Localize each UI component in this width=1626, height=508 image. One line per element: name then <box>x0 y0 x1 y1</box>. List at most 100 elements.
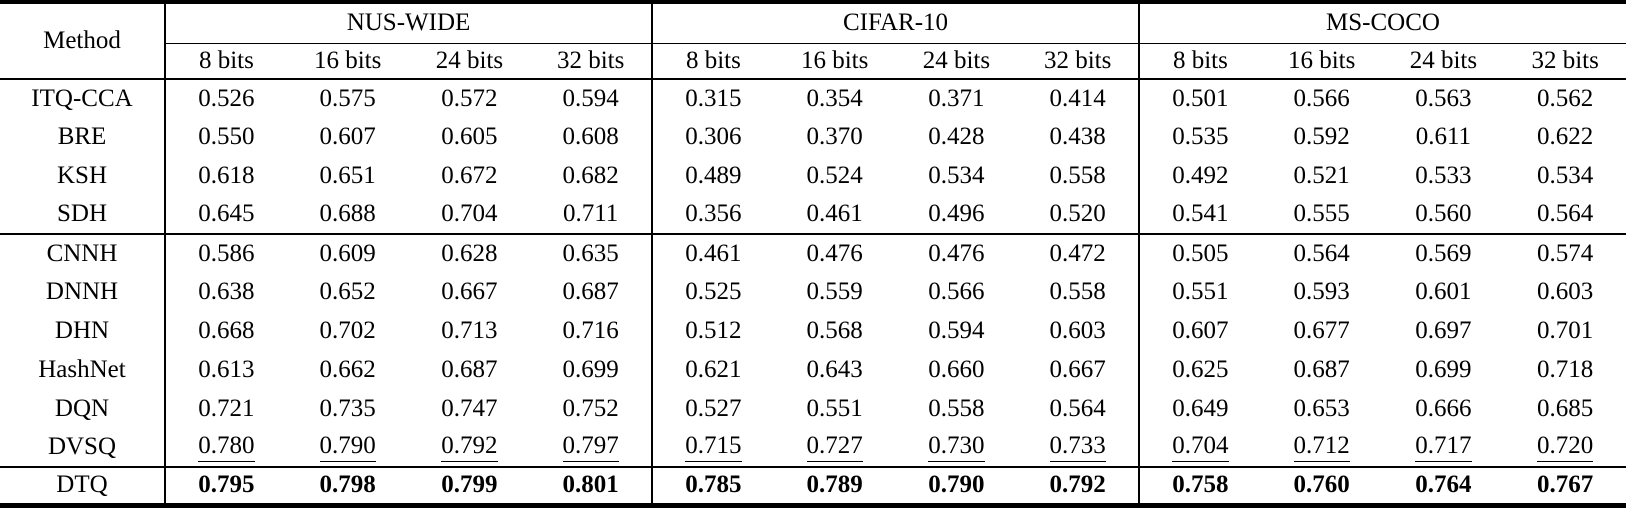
table-row: KSH 0.618 0.651 0.672 0.682 0.489 0.524 0.534 0.… <box>0 156 1626 196</box>
value-cell: 0.558 <box>1017 156 1140 196</box>
value-text: 0.574 <box>1537 239 1594 267</box>
value-text: 0.635 <box>562 239 619 267</box>
table-header: Method NUS-WIDE CIFAR-10 MS-COCO 8 bits … <box>0 2 1626 80</box>
value-cell: 0.764 <box>1382 465 1505 506</box>
value-text: 0.550 <box>198 123 255 151</box>
bits-header: 32 bits <box>530 43 653 80</box>
value-text: 0.607 <box>319 123 376 151</box>
table-row: CNNH 0.586 0.609 0.628 0.635 0.461 0.476 0.476 0… <box>0 233 1626 273</box>
value-text: 0.649 <box>1172 394 1229 422</box>
value-text: 0.688 <box>319 200 376 228</box>
value-cell: 0.534 <box>1504 157 1626 196</box>
value-text: 0.568 <box>806 316 863 344</box>
value-cell: 0.559 <box>774 273 896 312</box>
bits-header: 32 bits <box>1017 43 1140 80</box>
value-text: 0.306 <box>685 123 742 151</box>
value-text: 0.682 <box>562 161 619 189</box>
value-cell: 0.489 <box>652 157 774 196</box>
value-cell: 0.638 <box>165 273 287 312</box>
table-row: DQN 0.721 0.735 0.747 0.752 0.527 0.551 0.558 0.… <box>0 389 1626 428</box>
value-cell: 0.534 <box>896 157 1018 196</box>
value-cell: 0.472 <box>1017 233 1140 273</box>
bits-header: 16 bits <box>1260 43 1383 80</box>
value-text: 0.603 <box>1049 316 1106 344</box>
value-cell: 0.533 <box>1383 157 1505 196</box>
value-text: 0.533 <box>1415 161 1472 189</box>
value-cell: 0.643 <box>774 350 896 389</box>
value-cell: 0.687 <box>1261 350 1383 389</box>
value-cell: 0.524 <box>774 157 896 196</box>
value-cell: 0.593 <box>1261 273 1383 312</box>
value-cell: 0.527 <box>652 389 774 428</box>
value-text: 0.760 <box>1293 471 1350 499</box>
value-text: 0.558 <box>1049 161 1106 189</box>
value-text: 0.505 <box>1172 239 1229 267</box>
value-text: 0.668 <box>198 316 255 344</box>
value-text: 0.699 <box>1415 355 1472 383</box>
value-text: 0.638 <box>198 278 255 306</box>
value-text: 0.560 <box>1415 200 1472 228</box>
value-cell: 0.564 <box>1260 233 1383 273</box>
value-text: 0.733 <box>1049 432 1106 462</box>
value-cell: 0.733 <box>1017 427 1140 467</box>
value-cell: 0.795 <box>165 465 287 506</box>
value-text: 0.720 <box>1537 432 1594 462</box>
value-cell: 0.712 <box>1261 428 1383 467</box>
value-cell: 0.371 <box>896 79 1018 118</box>
value-text: 0.758 <box>1172 471 1229 499</box>
method-cell: KSH <box>0 156 166 196</box>
value-cell: 0.730 <box>896 428 1018 467</box>
value-text: 0.792 <box>1049 471 1106 499</box>
value-text: 0.558 <box>1049 278 1106 306</box>
value-cell: 0.476 <box>895 233 1018 273</box>
value-cell: 0.603 <box>1017 311 1140 351</box>
value-cell: 0.718 <box>1504 350 1626 389</box>
value-cell: 0.628 <box>408 233 531 273</box>
value-text: 0.608 <box>562 123 619 151</box>
value-text: 0.525 <box>685 278 742 306</box>
value-cell: 0.535 <box>1139 118 1261 157</box>
value-text: 0.428 <box>928 123 985 151</box>
value-cell: 0.618 <box>165 157 287 196</box>
value-cell: 0.558 <box>1017 272 1140 312</box>
table-row: DHN 0.668 0.702 0.713 0.716 0.512 0.568 0.594 0.… <box>0 311 1626 351</box>
value-cell: 0.621 <box>652 350 774 389</box>
value-text: 0.780 <box>198 432 255 462</box>
value-cell: 0.521 <box>1261 157 1383 196</box>
method-cell: CNNH <box>0 233 166 273</box>
value-text: 0.702 <box>319 316 376 344</box>
method-cell: HashNet <box>0 350 166 390</box>
value-cell: 0.697 <box>1383 312 1505 351</box>
value-cell: 0.370 <box>774 118 896 157</box>
dataset-header-row: Method NUS-WIDE CIFAR-10 MS-COCO <box>0 2 1626 80</box>
value-text: 0.645 <box>198 200 255 228</box>
value-cell: 0.798 <box>286 465 409 506</box>
value-cell: 0.717 <box>1383 428 1505 467</box>
value-cell: 0.611 <box>1383 118 1505 157</box>
value-text: 0.534 <box>928 161 985 189</box>
value-cell: 0.605 <box>409 118 531 157</box>
value-text: 0.792 <box>441 432 498 462</box>
value-cell: 0.622 <box>1504 118 1626 157</box>
value-text: 0.628 <box>441 239 498 267</box>
value-text: 0.414 <box>1049 84 1106 112</box>
value-cell: 0.688 <box>287 195 409 234</box>
value-text: 0.764 <box>1415 471 1472 499</box>
value-text: 0.687 <box>562 278 619 306</box>
value-text: 0.643 <box>806 355 863 383</box>
value-text: 0.625 <box>1172 355 1229 383</box>
value-cell: 0.550 <box>165 118 287 157</box>
value-cell: 0.799 <box>408 465 531 506</box>
value-text: 0.704 <box>1172 432 1229 462</box>
dataset-header-nus-wide: NUS-WIDE <box>165 2 653 44</box>
value-cell: 0.354 <box>774 79 896 118</box>
value-cell: 0.652 <box>287 273 409 312</box>
value-cell: 0.672 <box>409 157 531 196</box>
value-text: 0.611 <box>1415 123 1472 151</box>
value-text: 0.653 <box>1293 394 1350 422</box>
table-row: DVSQ 0.780 0.790 0.792 0.797 0.715 0.727 0.730 0… <box>0 427 1626 467</box>
value-cell: 0.785 <box>652 465 774 506</box>
value-cell: 0.594 <box>896 312 1018 351</box>
